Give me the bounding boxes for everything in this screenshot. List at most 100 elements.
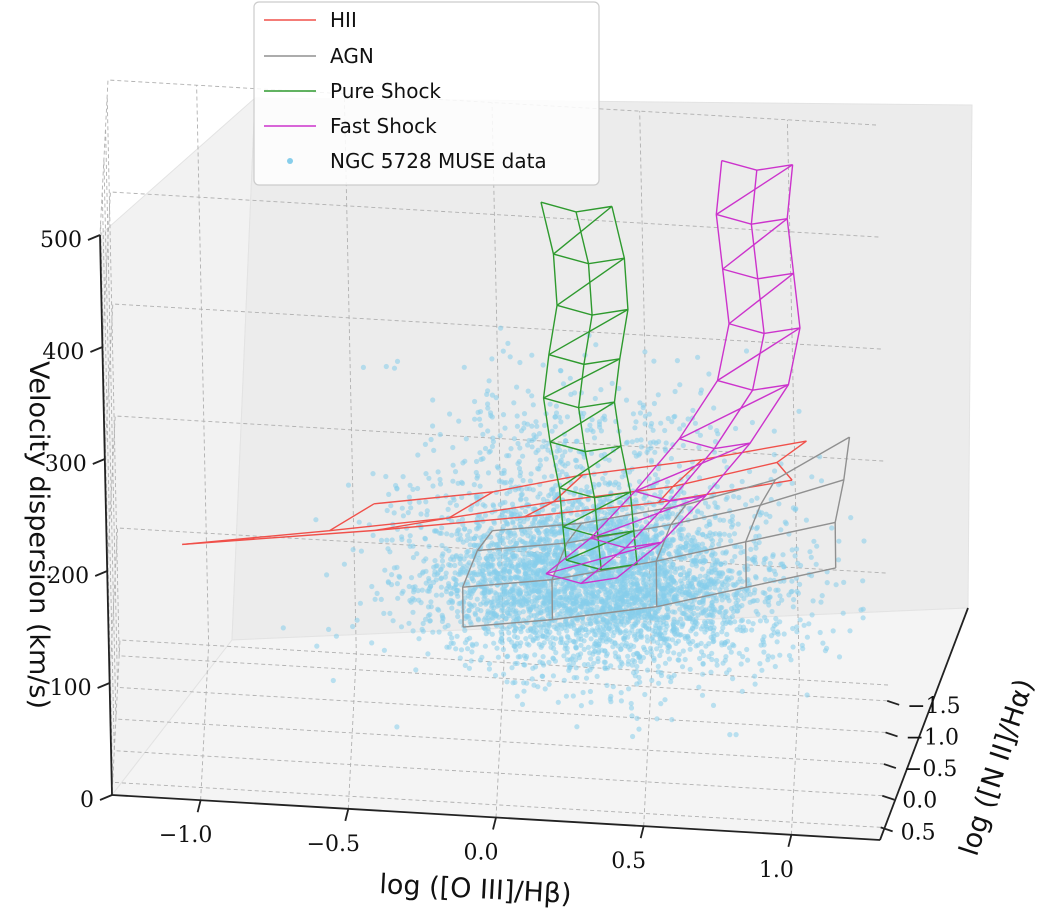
pure-shock-grid-line bbox=[553, 205, 613, 255]
data-point bbox=[457, 560, 463, 567]
data-point bbox=[445, 506, 451, 512]
data-point bbox=[439, 553, 445, 559]
data-point bbox=[678, 556, 685, 562]
data-point bbox=[579, 624, 586, 630]
data-point bbox=[522, 540, 528, 546]
data-point bbox=[407, 482, 413, 488]
legend-label-fast-shock: Fast Shock bbox=[330, 114, 437, 138]
data-point bbox=[651, 587, 657, 593]
grid-line-x bbox=[639, 111, 653, 827]
grid-line-x bbox=[786, 119, 800, 835]
data-point bbox=[552, 424, 558, 430]
data-point bbox=[771, 452, 777, 458]
fast-shock-grid-line bbox=[545, 541, 662, 575]
pure-shock-grid-line bbox=[549, 441, 622, 453]
data-point bbox=[457, 655, 463, 661]
data-point bbox=[634, 668, 640, 675]
data-point bbox=[511, 400, 517, 406]
data-point bbox=[493, 395, 499, 401]
data-point bbox=[408, 575, 415, 581]
data-point bbox=[528, 586, 535, 592]
data-point bbox=[588, 550, 594, 556]
data-point bbox=[413, 667, 419, 673]
data-point bbox=[549, 562, 555, 569]
fast-shock-grid-line bbox=[716, 213, 788, 225]
data-point bbox=[709, 650, 715, 656]
data-point bbox=[772, 468, 778, 474]
data-point bbox=[644, 649, 650, 656]
data-point bbox=[664, 585, 670, 591]
data-point bbox=[678, 632, 684, 638]
data-point bbox=[469, 576, 475, 582]
data-point bbox=[540, 362, 546, 368]
data-point bbox=[463, 613, 469, 619]
data-point bbox=[475, 606, 481, 612]
data-point bbox=[718, 605, 724, 611]
data-point bbox=[616, 654, 622, 660]
legend-label-pure-shock: Pure Shock bbox=[330, 79, 441, 103]
data-point bbox=[427, 612, 433, 618]
data-point bbox=[548, 491, 554, 497]
data-point bbox=[464, 553, 470, 559]
data-point bbox=[488, 610, 494, 616]
data-point bbox=[532, 630, 539, 636]
data-point bbox=[559, 453, 566, 459]
data-point bbox=[523, 636, 529, 642]
data-point bbox=[378, 596, 384, 603]
data-point bbox=[517, 591, 523, 597]
data-point bbox=[642, 582, 648, 588]
data-point bbox=[861, 538, 867, 544]
data-point bbox=[677, 606, 683, 612]
data-point bbox=[706, 521, 712, 527]
data-point bbox=[532, 594, 538, 600]
data-point bbox=[454, 531, 460, 537]
data-point bbox=[475, 409, 481, 415]
fast-shock-grid-line bbox=[634, 442, 751, 492]
data-point bbox=[789, 547, 795, 553]
data-point bbox=[699, 692, 706, 698]
data-point bbox=[739, 688, 745, 695]
data-point bbox=[667, 569, 673, 576]
data-point bbox=[646, 411, 653, 417]
data-point bbox=[679, 536, 685, 542]
data-point bbox=[389, 572, 395, 578]
pure-shock-grid-line bbox=[548, 354, 620, 366]
data-point bbox=[490, 435, 496, 441]
data-point bbox=[391, 365, 398, 371]
data-point bbox=[771, 568, 777, 574]
data-point bbox=[751, 558, 757, 564]
data-point bbox=[644, 634, 650, 640]
data-point bbox=[620, 613, 626, 619]
data-point bbox=[524, 486, 530, 492]
data-point bbox=[504, 453, 510, 459]
data-point bbox=[486, 378, 492, 384]
data-point bbox=[561, 653, 567, 659]
data-point bbox=[712, 439, 719, 445]
data-point bbox=[527, 634, 534, 640]
data-point bbox=[767, 560, 773, 566]
data-point bbox=[369, 583, 375, 590]
data-point bbox=[521, 559, 527, 565]
data-point bbox=[451, 557, 457, 563]
data-point bbox=[662, 563, 668, 570]
data-point bbox=[425, 604, 432, 610]
data-point bbox=[433, 528, 439, 534]
data-point bbox=[578, 464, 584, 470]
data-point bbox=[710, 619, 716, 625]
data-point bbox=[435, 469, 441, 475]
data-point bbox=[675, 528, 682, 534]
data-point bbox=[789, 578, 795, 584]
data-point bbox=[374, 590, 380, 597]
data-point bbox=[386, 491, 392, 497]
data-point bbox=[406, 538, 412, 544]
data-point bbox=[766, 602, 772, 608]
data-point bbox=[652, 472, 659, 478]
data-point bbox=[733, 425, 739, 432]
data-point bbox=[495, 599, 501, 605]
data-point bbox=[775, 587, 781, 593]
data-point bbox=[541, 621, 547, 627]
data-point bbox=[552, 560, 559, 566]
data-point bbox=[559, 469, 565, 475]
data-point bbox=[540, 496, 547, 502]
data-point bbox=[448, 590, 455, 596]
